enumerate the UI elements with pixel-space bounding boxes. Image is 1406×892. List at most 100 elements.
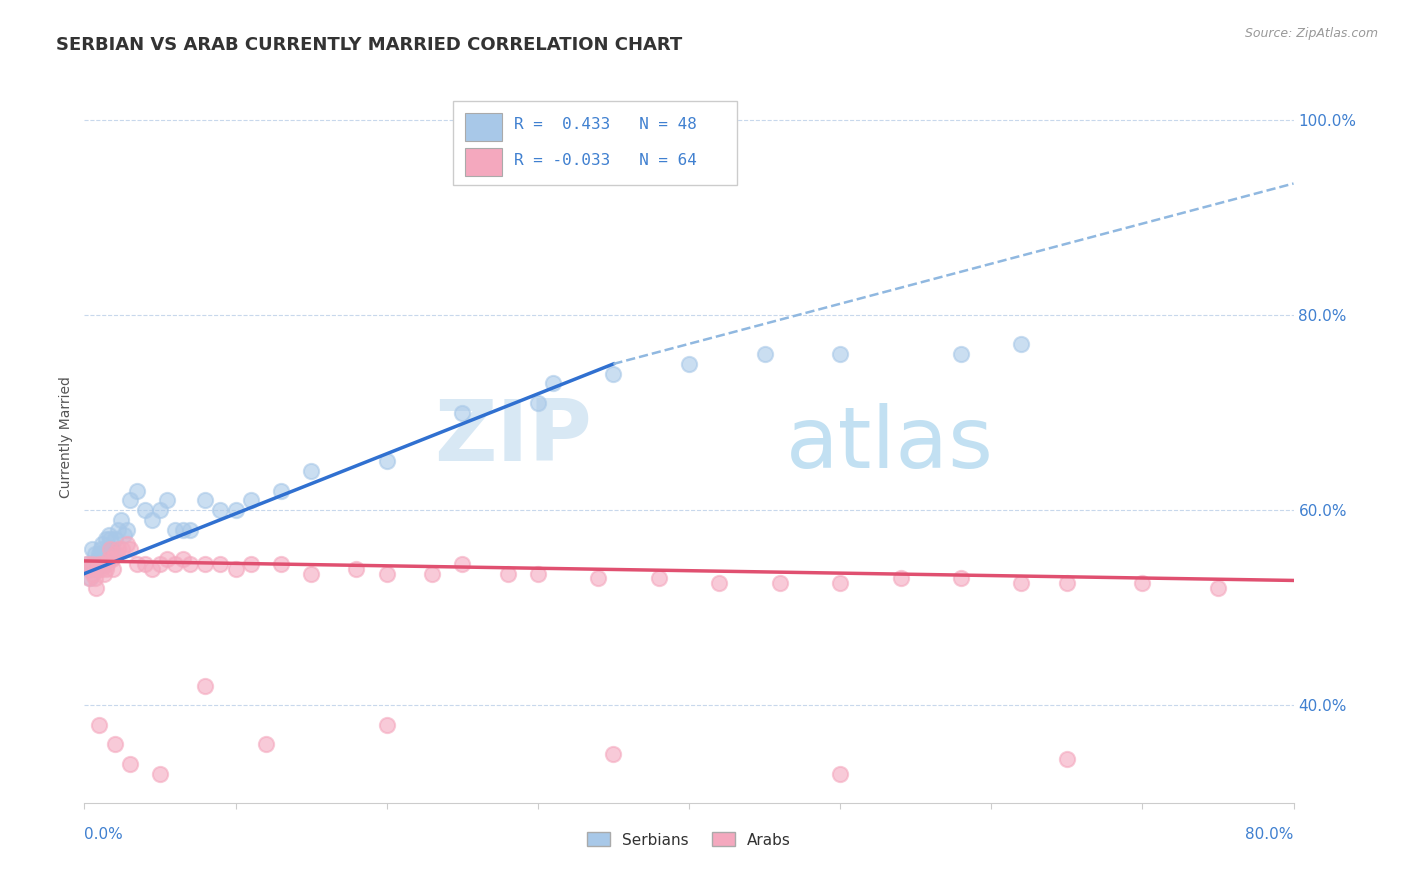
Point [97, 552, 120, 566]
Point [156, 493, 179, 508]
Point [830, 347, 852, 361]
Text: 0.0%: 0.0% [84, 827, 124, 842]
Point [141, 513, 163, 527]
Point [1206, 581, 1229, 595]
Point [91, 557, 114, 571]
Point [84, 572, 107, 586]
Point [709, 576, 731, 591]
Point [451, 406, 474, 420]
Point [602, 367, 624, 381]
FancyBboxPatch shape [465, 113, 502, 141]
Point [94, 533, 117, 547]
FancyBboxPatch shape [465, 148, 502, 176]
Point [678, 357, 700, 371]
Point [194, 493, 217, 508]
Point [93, 566, 115, 581]
Point [100, 542, 122, 557]
Y-axis label: Currently Married: Currently Married [59, 376, 73, 498]
Point [87, 552, 110, 566]
Point [149, 766, 172, 780]
Point [98, 533, 121, 547]
Point [209, 557, 232, 571]
Point [254, 737, 277, 751]
Point [527, 566, 550, 581]
Point [754, 347, 776, 361]
Point [101, 547, 124, 561]
Point [87, 562, 110, 576]
Point [179, 557, 201, 571]
Point [90, 542, 112, 557]
Text: R =  0.433   N = 48: R = 0.433 N = 48 [513, 117, 696, 132]
Text: 80.0%: 80.0% [1246, 827, 1294, 842]
Point [141, 562, 163, 576]
Point [101, 562, 124, 576]
Text: atlas: atlas [786, 403, 994, 486]
Point [127, 483, 149, 498]
Point [890, 572, 912, 586]
Point [527, 396, 550, 410]
Point [82, 566, 104, 581]
Point [194, 557, 217, 571]
Point [830, 576, 852, 591]
Point [451, 557, 474, 571]
Point [149, 503, 172, 517]
Text: Source: ZipAtlas.com: Source: ZipAtlas.com [1244, 27, 1378, 40]
Point [90, 562, 112, 576]
Point [84, 547, 107, 561]
Point [134, 503, 156, 517]
Point [239, 493, 262, 508]
Point [76, 557, 98, 571]
Point [1056, 752, 1078, 766]
Text: SERBIAN VS ARAB CURRENTLY MARRIED CORRELATION CHART: SERBIAN VS ARAB CURRENTLY MARRIED CORREL… [56, 36, 682, 54]
Point [96, 542, 118, 557]
Point [1130, 576, 1153, 591]
Point [115, 537, 138, 551]
FancyBboxPatch shape [453, 101, 737, 185]
Point [127, 557, 149, 571]
Text: R = -0.033   N = 64: R = -0.033 N = 64 [513, 153, 696, 168]
Point [86, 581, 108, 595]
Point [77, 562, 100, 576]
Point [134, 557, 156, 571]
Point [375, 566, 398, 581]
Point [165, 557, 187, 571]
Point [98, 542, 121, 557]
Point [89, 718, 111, 732]
Legend: Serbians, Arabs: Serbians, Arabs [581, 826, 797, 854]
Point [209, 503, 232, 517]
Point [79, 572, 101, 586]
Point [648, 572, 671, 586]
Point [104, 547, 127, 561]
Point [950, 572, 973, 586]
Point [1011, 576, 1033, 591]
Point [149, 557, 172, 571]
Point [89, 557, 111, 571]
Point [1056, 576, 1078, 591]
Point [80, 557, 103, 571]
Point [118, 756, 141, 771]
Point [76, 557, 98, 571]
Point [89, 547, 111, 561]
Point [110, 513, 132, 527]
Point [97, 527, 120, 541]
Point [769, 576, 792, 591]
Point [541, 376, 564, 391]
Point [94, 562, 117, 576]
Point [104, 737, 127, 751]
Point [225, 503, 247, 517]
Point [165, 523, 187, 537]
Point [79, 562, 101, 576]
Point [1011, 337, 1033, 351]
Point [602, 747, 624, 761]
Point [588, 572, 610, 586]
Point [82, 557, 104, 571]
Point [346, 562, 368, 576]
Point [496, 566, 519, 581]
Point [270, 557, 292, 571]
Point [950, 347, 973, 361]
Point [91, 537, 114, 551]
Point [107, 523, 129, 537]
Point [100, 552, 122, 566]
Point [112, 527, 135, 541]
Point [115, 523, 138, 537]
